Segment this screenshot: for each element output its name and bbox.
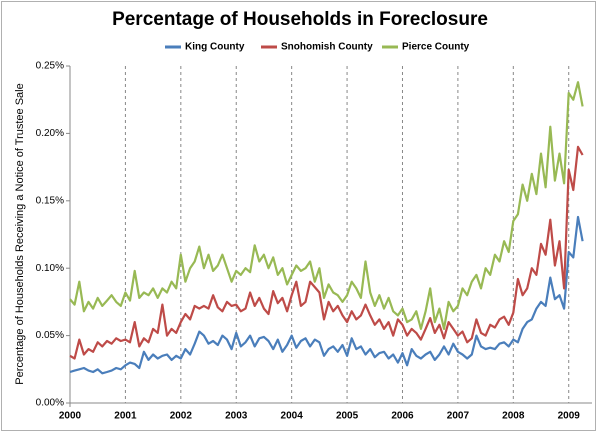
x-tick-label: 2003 [225,411,248,422]
x-tick-label: 2002 [170,411,193,422]
y-tick-label: 0.20% [36,128,64,139]
y-axis-label: Percentage of Households Receiving a Not… [14,83,26,384]
y-tick-label: 0.10% [36,263,64,274]
x-tick-label: 2004 [281,411,304,422]
chart-title: Percentage of Households in Foreclosure [112,9,488,30]
legend-label: Pierce County [402,42,470,53]
x-tick-label: 2009 [558,411,581,422]
y-tick-label: 0.00% [36,398,64,409]
x-tick-label: 2007 [447,411,470,422]
y-tick-label: 0.25% [36,61,64,72]
legend-label: King County [185,42,245,53]
series-line [69,145,584,360]
x-tick-label: 2005 [336,411,359,422]
x-tick-label: 2008 [502,411,525,422]
series-line [69,81,584,330]
x-tick-label: 2000 [59,411,82,422]
x-tick-label: 2001 [114,411,137,422]
y-tick-label: 0.15% [36,195,64,206]
x-tick-label: 2006 [391,411,414,422]
y-tick-label: 0.05% [36,330,64,341]
legend-label: Snohomish County [281,42,373,53]
series-line [69,215,584,375]
